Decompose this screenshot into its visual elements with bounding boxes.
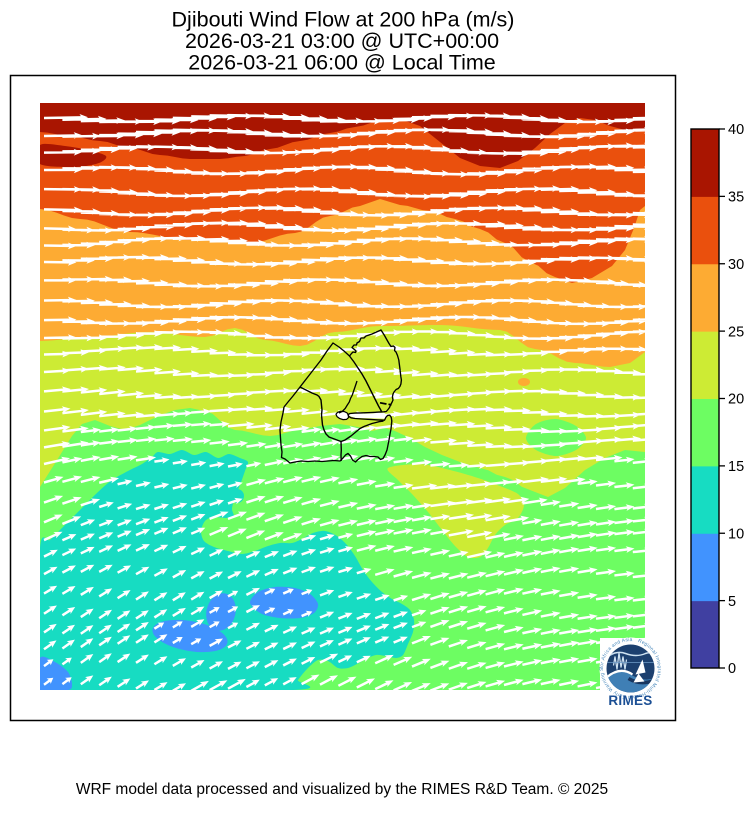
- svg-text:5: 5: [728, 594, 736, 610]
- svg-text:0: 0: [728, 661, 736, 677]
- svg-text:2026-03-21 06:00 @ Local Time: 2026-03-21 06:00 @ Local Time: [188, 51, 496, 75]
- svg-text:10: 10: [728, 526, 744, 542]
- svg-text:Djibouti Wind Flow at 200 hPa: Djibouti Wind Flow at 200 hPa (m/s): [172, 8, 515, 32]
- svg-text:15: 15: [728, 459, 744, 475]
- svg-text:WRF model data processed and v: WRF model data processed and visualized …: [76, 781, 608, 798]
- svg-text:30: 30: [728, 257, 744, 273]
- svg-text:20: 20: [728, 392, 744, 408]
- svg-text:RIMES: RIMES: [608, 693, 652, 708]
- svg-text:35: 35: [728, 190, 744, 206]
- svg-text:40: 40: [728, 122, 744, 138]
- svg-text:2026-03-21 03:00 @ UTC+00:00: 2026-03-21 03:00 @ UTC+00:00: [185, 29, 499, 53]
- svg-text:25: 25: [728, 324, 744, 340]
